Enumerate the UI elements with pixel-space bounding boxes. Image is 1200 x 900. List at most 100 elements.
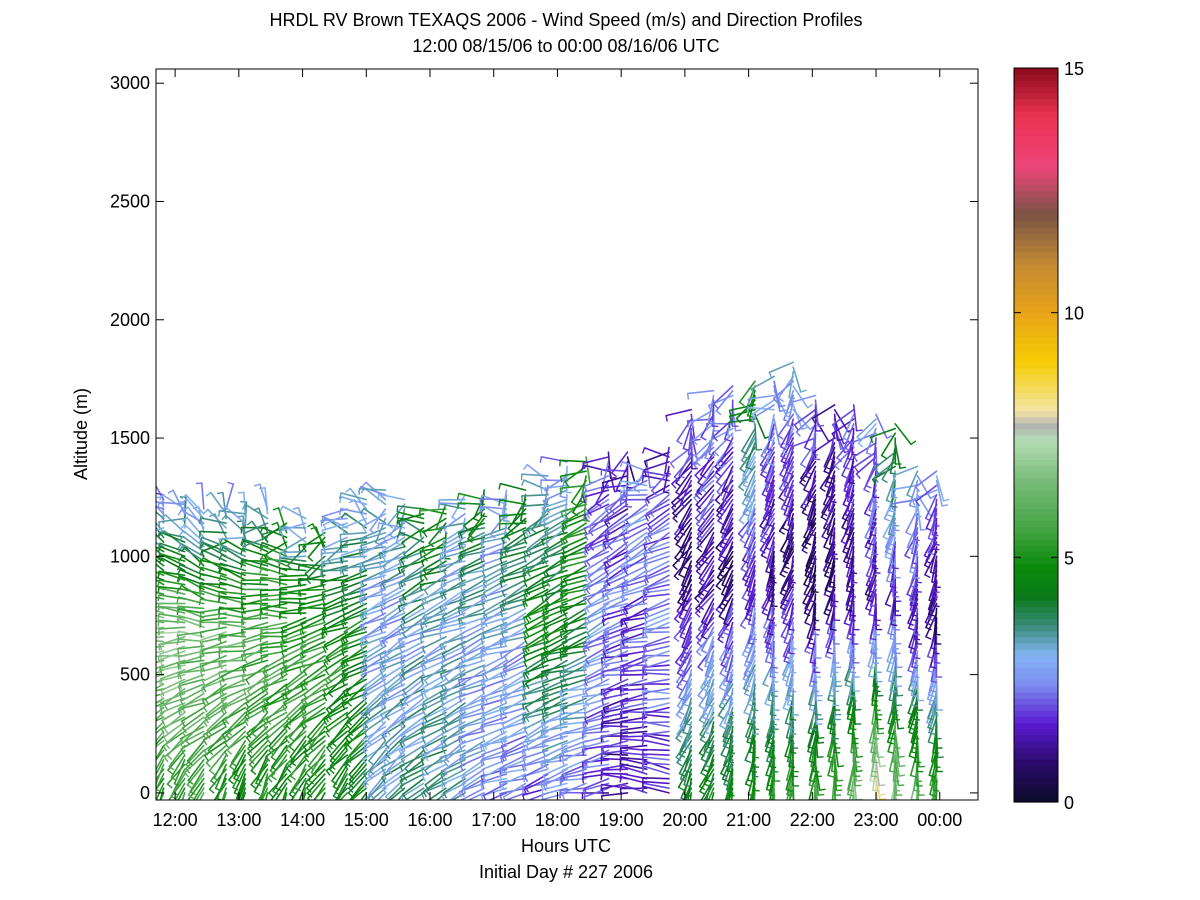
wind-barb-feather bbox=[458, 719, 462, 726]
wind-barb-feather bbox=[749, 604, 756, 608]
wind-barb bbox=[247, 730, 269, 750]
wind-barb-feather bbox=[243, 658, 249, 665]
wind-barb-feather bbox=[204, 699, 210, 706]
wind-barb bbox=[274, 763, 288, 789]
wind-barb bbox=[156, 702, 165, 708]
wind-barb-feather bbox=[157, 586, 160, 593]
wind-barb bbox=[179, 730, 205, 745]
wind-barb-feather bbox=[442, 541, 447, 548]
wind-barb bbox=[563, 612, 587, 628]
wind-barb-feather bbox=[422, 569, 428, 575]
wind-barb-feather bbox=[187, 760, 193, 766]
wind-barb bbox=[600, 484, 629, 489]
wind-barb bbox=[402, 673, 425, 692]
wind-barb bbox=[442, 527, 466, 543]
wind-barb-feather bbox=[458, 667, 462, 675]
wind-barb bbox=[363, 487, 387, 506]
wind-barb-feather bbox=[359, 508, 365, 514]
wind-barb-feather bbox=[832, 671, 839, 674]
wind-barb-feather bbox=[850, 572, 858, 575]
wind-barb-feather bbox=[307, 792, 313, 798]
wind-barb bbox=[642, 780, 670, 785]
wind-barb-feather bbox=[582, 747, 586, 754]
wind-barb-feather bbox=[664, 472, 672, 475]
wind-barb-feather bbox=[300, 662, 305, 669]
wind-barb-feather bbox=[524, 648, 529, 655]
wind-barb-feather bbox=[181, 720, 186, 727]
wind-barb bbox=[461, 740, 486, 756]
wind-barb-feather bbox=[623, 569, 629, 576]
wind-barb-feather bbox=[216, 492, 223, 495]
wind-barb-feather bbox=[340, 541, 343, 549]
wind-barb bbox=[226, 711, 246, 733]
wind-barb-feather bbox=[402, 732, 407, 739]
wind-barb-feather bbox=[500, 626, 504, 633]
wind-barb bbox=[543, 612, 568, 627]
wind-barb-feather bbox=[560, 686, 564, 694]
wind-barb-feather bbox=[647, 533, 653, 540]
wind-barb bbox=[399, 768, 425, 782]
wind-barb bbox=[603, 569, 629, 584]
wind-barb-feather bbox=[562, 611, 567, 618]
wind-barb bbox=[298, 593, 326, 601]
wind-barb-feather bbox=[422, 687, 427, 693]
wind-barb-feather bbox=[341, 608, 346, 615]
wind-barb-feather bbox=[679, 626, 686, 631]
wind-barb-feather bbox=[459, 759, 463, 766]
wind-barb-feather bbox=[480, 681, 484, 688]
wind-barb-feather bbox=[294, 787, 301, 792]
wind-barb-feather bbox=[163, 704, 169, 710]
wind-barb-feather bbox=[680, 749, 687, 754]
wind-barb-feather bbox=[583, 683, 587, 690]
wind-barb-feather bbox=[443, 684, 448, 691]
wind-barb-feather bbox=[498, 483, 502, 490]
wind-barb-feather bbox=[560, 577, 564, 584]
wind-barb bbox=[461, 768, 486, 785]
wind-barb bbox=[340, 492, 368, 501]
wind-barb-feather bbox=[831, 770, 838, 773]
wind-barb-feather bbox=[205, 492, 212, 497]
wind-barb-feather bbox=[522, 530, 526, 538]
wind-barb-feather bbox=[525, 683, 530, 689]
wind-barb-feather bbox=[604, 593, 610, 600]
wind-barb-feather bbox=[543, 780, 548, 788]
wind-barb-feather bbox=[688, 453, 695, 456]
wind-barb-feather bbox=[459, 618, 464, 625]
wind-barb bbox=[481, 541, 508, 552]
wind-barb-feather bbox=[676, 681, 683, 686]
wind-barb-feather bbox=[742, 654, 749, 659]
wind-barb bbox=[270, 744, 288, 768]
wind-barb-feather bbox=[680, 636, 686, 640]
wind-barb-feather bbox=[385, 748, 391, 755]
wind-barb-feather bbox=[459, 584, 463, 591]
wind-barb-feather bbox=[649, 511, 655, 518]
wind-barb bbox=[283, 673, 307, 691]
wind-barb-feather bbox=[305, 772, 311, 778]
wind-barb bbox=[582, 716, 610, 724]
wind-barb bbox=[322, 536, 349, 550]
wind-barb-feather bbox=[420, 728, 424, 735]
wind-barb bbox=[605, 498, 629, 517]
wind-barb-feather bbox=[303, 684, 309, 691]
wind-barb-feather bbox=[644, 617, 648, 624]
wind-barb bbox=[559, 773, 587, 779]
wind-barb-feather bbox=[740, 539, 746, 544]
wind-barb-feather bbox=[439, 558, 443, 565]
wind-barb-feather bbox=[244, 720, 249, 727]
wind-barb bbox=[349, 487, 368, 510]
wind-barb bbox=[350, 787, 368, 800]
wind-barb bbox=[300, 612, 326, 625]
wind-barb-feather bbox=[341, 621, 345, 628]
wind-barb bbox=[422, 607, 447, 623]
wind-barb-feather bbox=[439, 578, 444, 585]
wind-barb bbox=[177, 587, 205, 596]
wind-barb bbox=[460, 650, 486, 665]
wind-barb-feather bbox=[542, 749, 546, 757]
wind-barb bbox=[305, 768, 326, 789]
wind-barb bbox=[623, 541, 648, 557]
wind-barb-feather bbox=[695, 461, 701, 467]
wind-barb-feather bbox=[643, 553, 647, 560]
wind-barb bbox=[582, 735, 610, 744]
wind-barb-feather bbox=[177, 648, 180, 655]
wind-barb-feather bbox=[218, 567, 223, 574]
